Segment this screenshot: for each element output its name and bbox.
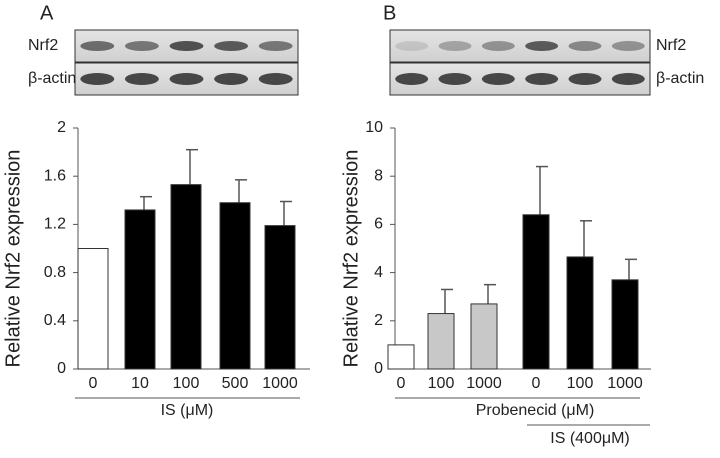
y-tick-label: 1.2	[44, 216, 66, 233]
blot-band	[258, 41, 293, 51]
y-tick-label: 0	[57, 360, 66, 377]
blot-panel	[389, 62, 651, 96]
blot-band	[481, 41, 515, 51]
y-tick-label: 0.8	[44, 264, 66, 281]
blot-band	[481, 73, 515, 85]
bar	[264, 225, 296, 370]
x-tick-label: 0	[89, 375, 98, 392]
x-tick-label: 0	[397, 375, 406, 392]
blot-label: Nrf2	[28, 37, 58, 54]
bar	[77, 248, 109, 370]
blot-band	[124, 73, 159, 85]
blot-label: Nrf2	[656, 37, 686, 54]
x-tick-label: 1000	[607, 375, 643, 392]
x-tick-label: 1000	[466, 375, 502, 392]
y-tick-label: 2	[374, 312, 383, 329]
y-tick-label: 2	[57, 119, 66, 136]
bar	[611, 279, 639, 370]
x-axis-label: IS (μM)	[161, 402, 214, 419]
y-axis-label: Relative Nrf2 expression	[340, 150, 362, 368]
blot-band	[395, 41, 429, 51]
y-tick-label: 1.6	[44, 167, 66, 184]
blot-band	[395, 73, 429, 85]
blot-band	[568, 73, 602, 85]
blot-band	[214, 73, 249, 85]
y-tick-label: 6	[374, 216, 383, 233]
x-tick-label: 100	[567, 375, 594, 392]
panel-label: A	[40, 2, 54, 24]
blot-panel	[389, 29, 651, 63]
blot-band	[438, 41, 472, 51]
bar	[470, 303, 498, 370]
blot-band	[80, 41, 115, 51]
blot-band	[169, 73, 204, 85]
blot-band	[611, 41, 645, 51]
bar	[566, 256, 594, 370]
bar	[219, 202, 251, 370]
y-tick-label: 10	[365, 119, 383, 136]
bar	[170, 184, 202, 370]
blot-band	[525, 73, 559, 85]
blot-band	[80, 73, 115, 85]
x-axis-label: IS (400μM)	[550, 430, 629, 447]
y-axis-label: Relative Nrf2 expression	[2, 150, 24, 368]
bar	[124, 209, 156, 370]
blot-band	[124, 41, 159, 51]
blot-label: β-actin	[656, 70, 704, 87]
blot-band	[438, 73, 472, 85]
bar	[522, 214, 550, 370]
y-tick-label: 0.4	[44, 312, 66, 329]
blot-band	[214, 41, 249, 51]
y-tick-label: 0	[374, 360, 383, 377]
blot-band	[169, 41, 204, 51]
bar	[387, 344, 415, 370]
x-tick-label: 500	[222, 375, 249, 392]
x-tick-label: 0	[532, 375, 541, 392]
blot-band	[568, 41, 602, 51]
x-axis-label: Probenecid (μM)	[476, 402, 595, 419]
y-tick-label: 4	[374, 264, 383, 281]
x-tick-label: 100	[428, 375, 455, 392]
x-tick-label: 100	[173, 375, 200, 392]
blot-label: β-actin	[28, 70, 76, 87]
x-tick-label: 10	[131, 375, 149, 392]
panel-label: B	[383, 2, 396, 24]
bar	[427, 313, 455, 370]
blot-band	[611, 73, 645, 85]
blot-band	[525, 41, 559, 51]
x-tick-label: 1000	[262, 375, 298, 392]
blot-band	[258, 73, 293, 85]
y-tick-label: 8	[374, 167, 383, 184]
